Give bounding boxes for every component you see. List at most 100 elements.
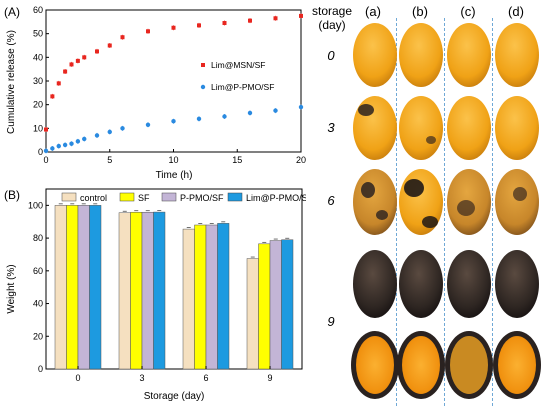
- mango-row-day-9-whole: [353, 250, 539, 318]
- mango-image: [399, 250, 443, 318]
- data-point: [95, 49, 99, 54]
- bar: [153, 211, 166, 370]
- y-tick-label: 10: [33, 123, 43, 133]
- mango-image: [399, 23, 443, 87]
- data-points-a: [43, 13, 304, 154]
- mango-photo-panel: storage (day) (a) (b) (c) (d) 0 3 6 9: [306, 0, 550, 406]
- data-point: [43, 148, 49, 154]
- y-tick-label: 20: [33, 331, 43, 341]
- release-chart: (A) 0 10 20 30 40 50 60 0 5 10 15 20 Cumulative re…: [4, 5, 306, 181]
- legend-marker-msn: [201, 63, 205, 67]
- legend-swatch-pmo: [161, 192, 177, 202]
- mango-image: [447, 96, 491, 160]
- x-tick-label: 3: [139, 373, 144, 383]
- dark-spot: [404, 179, 424, 197]
- x-axis-ticks-b: 0 3 6 9: [75, 366, 273, 383]
- x-tick-label: 9: [267, 373, 272, 383]
- data-point: [50, 146, 55, 151]
- bar: [141, 211, 154, 370]
- y-axis-ticks-a: 0 10 20 30 40 50 60: [33, 5, 49, 157]
- mango-flesh: [356, 336, 394, 394]
- y-axis-ticks-b: 0 20 40 60 80 100: [28, 200, 49, 374]
- mango-image: [495, 250, 539, 318]
- mango-image: [399, 96, 443, 160]
- y-tick-label: 80: [33, 233, 43, 243]
- mango-image: [495, 169, 539, 235]
- mango-image: [447, 23, 491, 87]
- legend-label-lim: Lim@P-PMO/SF: [246, 193, 306, 203]
- dark-spot: [361, 182, 375, 198]
- column-label-a: (a): [365, 4, 381, 19]
- data-point: [56, 143, 61, 149]
- mango-image: [353, 169, 397, 235]
- panel-label-b: (B): [4, 188, 20, 202]
- y-tick-label: 60: [33, 5, 43, 15]
- storage-header: storage (day): [311, 4, 353, 32]
- plot-frame-a: [45, 9, 302, 153]
- legend-swatch-sf: [119, 192, 135, 202]
- bar: [269, 240, 282, 370]
- bar: [281, 239, 294, 370]
- y-tick-label: 50: [33, 29, 43, 39]
- legend-swatch-control: [61, 192, 77, 202]
- mango-row-day-9-cut: [351, 331, 541, 399]
- legend-label-msn: Lim@MSN/SF: [211, 60, 265, 70]
- day-label-6: 6: [327, 193, 335, 208]
- data-point: [44, 127, 48, 132]
- legend-a: Lim@MSN/SF Lim@P-PMO/SF: [200, 60, 274, 92]
- data-point: [146, 29, 150, 34]
- data-point: [222, 114, 227, 119]
- x-tick-label: 15: [232, 155, 242, 165]
- bar: [246, 258, 259, 370]
- y-tick-label: 20: [33, 100, 43, 110]
- column-label-d: (d): [508, 4, 524, 19]
- legend-label-sf: SF: [138, 193, 150, 203]
- dark-spot: [376, 210, 388, 220]
- data-point: [120, 35, 125, 40]
- x-axis-label-b: Storage (day): [144, 391, 205, 402]
- data-point: [63, 69, 68, 74]
- y-tick-label: 40: [33, 52, 43, 62]
- data-point: [82, 136, 87, 142]
- mango-row-day-3: [353, 96, 539, 160]
- bar: [54, 205, 67, 370]
- dark-spot: [426, 136, 436, 144]
- dark-spot: [358, 104, 374, 116]
- y-tick-label: 0: [38, 364, 43, 374]
- x-tick-label: 0: [43, 155, 48, 165]
- mango-image: [495, 96, 539, 160]
- y-tick-label: 60: [33, 266, 43, 276]
- mango-flesh: [498, 336, 536, 394]
- y-tick-label: 0: [38, 147, 43, 157]
- mango-row-day-6: [353, 169, 539, 235]
- legend-label-pmo-sf: P-PMO/SF: [180, 193, 224, 203]
- data-point: [62, 142, 68, 148]
- x-axis-ticks-a: 0 5 10 15 20: [43, 149, 306, 165]
- x-tick-label: 0: [75, 373, 80, 383]
- mango-image: [495, 23, 539, 87]
- y-tick-label: 100: [28, 200, 43, 210]
- bar: [258, 243, 271, 370]
- data-point: [56, 81, 61, 86]
- y-tick-label: 40: [33, 299, 43, 309]
- data-point: [69, 141, 74, 146]
- y-axis-label-b: Weight (%): [6, 264, 17, 313]
- bar: [66, 205, 79, 370]
- bar: [205, 224, 218, 370]
- legend-label-pmo: Lim@P-PMO/SF: [211, 82, 274, 92]
- legend-swatch-lim: [227, 192, 243, 202]
- mango-flesh: [402, 336, 440, 394]
- legend-marker-pmo: [200, 84, 206, 90]
- mango-image: [353, 96, 397, 160]
- column-separator: [444, 18, 445, 406]
- data-point: [299, 13, 303, 18]
- weight-chart: (B) 0 20 40 60 80 100 0 3 6 9 Weight (%) Storage…: [4, 188, 306, 402]
- x-tick-label: 10: [168, 155, 178, 165]
- bar: [130, 211, 143, 370]
- dark-spot: [422, 216, 438, 228]
- data-point: [120, 126, 125, 131]
- data-point: [248, 18, 252, 23]
- x-tick-label: 6: [203, 373, 208, 383]
- data-point: [222, 21, 227, 26]
- legend-b: control SF P-PMO/SF Lim@P-PMO/SF: [61, 192, 306, 203]
